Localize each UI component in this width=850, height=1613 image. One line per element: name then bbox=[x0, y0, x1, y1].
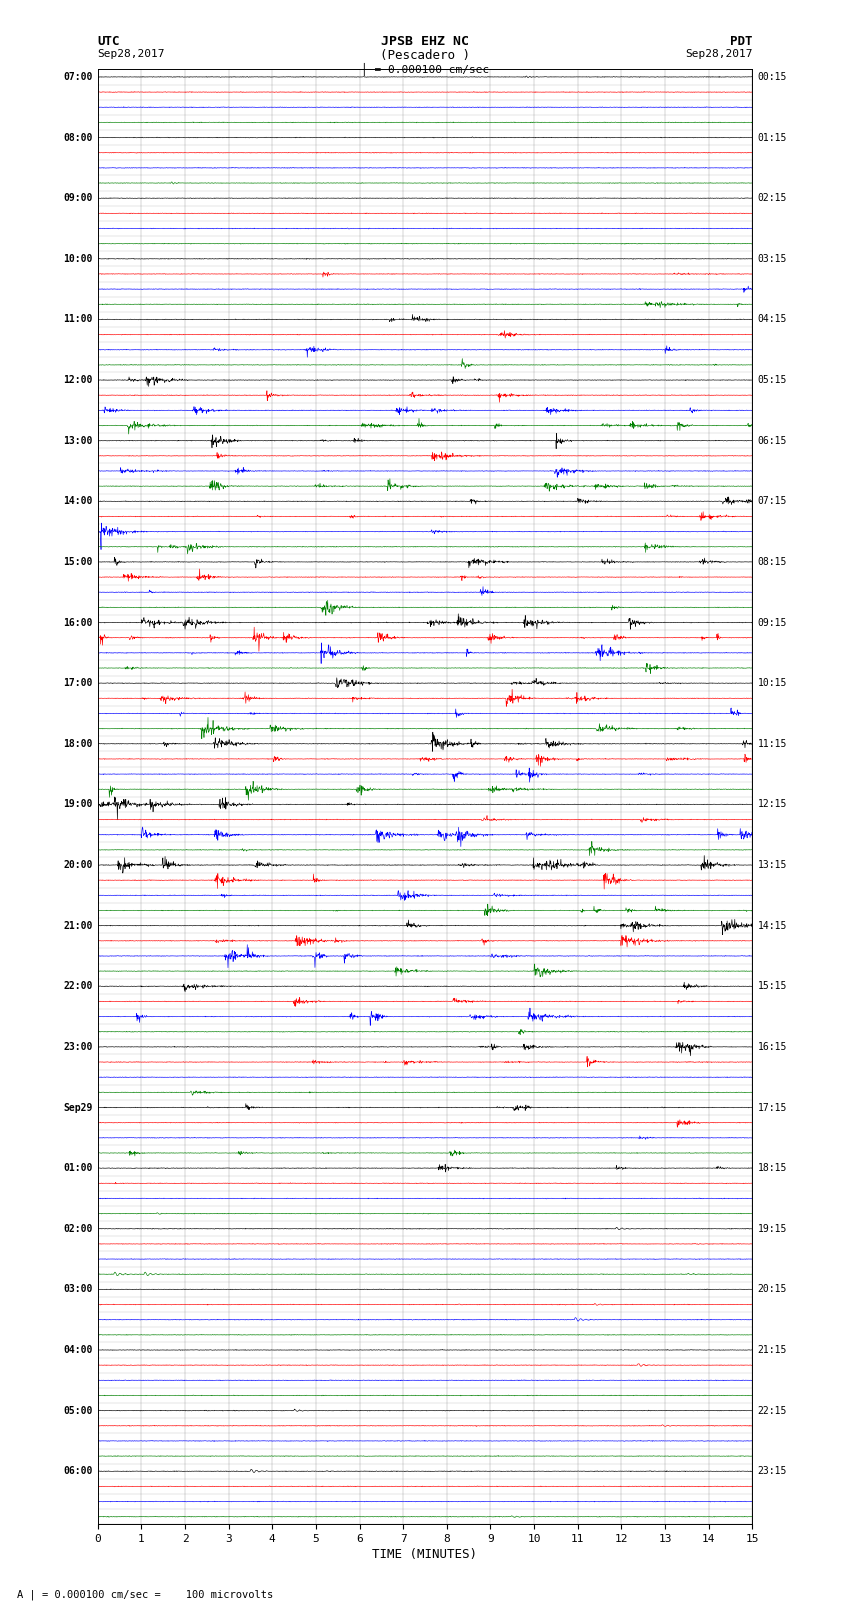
Text: 17:00: 17:00 bbox=[63, 677, 93, 689]
Text: 19:00: 19:00 bbox=[63, 800, 93, 810]
Text: 22:00: 22:00 bbox=[63, 981, 93, 992]
Text: 01:15: 01:15 bbox=[757, 132, 787, 142]
Text: 03:00: 03:00 bbox=[63, 1284, 93, 1294]
Text: Sep28,2017: Sep28,2017 bbox=[685, 50, 752, 60]
Text: 18:00: 18:00 bbox=[63, 739, 93, 748]
Text: 13:15: 13:15 bbox=[757, 860, 787, 869]
Text: (Pescadero ): (Pescadero ) bbox=[380, 50, 470, 63]
Text: 06:15: 06:15 bbox=[757, 436, 787, 445]
Text: 15:15: 15:15 bbox=[757, 981, 787, 992]
Text: 14:15: 14:15 bbox=[757, 921, 787, 931]
Text: │ = 0.000100 cm/sec: │ = 0.000100 cm/sec bbox=[361, 63, 489, 76]
Text: 23:00: 23:00 bbox=[63, 1042, 93, 1052]
Text: 09:00: 09:00 bbox=[63, 194, 93, 203]
Text: 00:15: 00:15 bbox=[757, 73, 787, 82]
Text: 03:15: 03:15 bbox=[757, 253, 787, 265]
Text: 12:15: 12:15 bbox=[757, 800, 787, 810]
Text: 13:00: 13:00 bbox=[63, 436, 93, 445]
Text: 16:00: 16:00 bbox=[63, 618, 93, 627]
Text: 01:00: 01:00 bbox=[63, 1163, 93, 1173]
Text: 17:15: 17:15 bbox=[757, 1103, 787, 1113]
Text: 10:00: 10:00 bbox=[63, 253, 93, 265]
Text: 22:15: 22:15 bbox=[757, 1405, 787, 1416]
Text: 07:00: 07:00 bbox=[63, 73, 93, 82]
Text: Sep28,2017: Sep28,2017 bbox=[98, 50, 165, 60]
Text: 08:15: 08:15 bbox=[757, 556, 787, 566]
X-axis label: TIME (MINUTES): TIME (MINUTES) bbox=[372, 1548, 478, 1561]
Text: 02:15: 02:15 bbox=[757, 194, 787, 203]
Text: 15:00: 15:00 bbox=[63, 556, 93, 566]
Text: 08:00: 08:00 bbox=[63, 132, 93, 142]
Text: 12:00: 12:00 bbox=[63, 376, 93, 386]
Text: 04:15: 04:15 bbox=[757, 315, 787, 324]
Text: 11:00: 11:00 bbox=[63, 315, 93, 324]
Text: PDT: PDT bbox=[730, 35, 752, 48]
Text: 20:15: 20:15 bbox=[757, 1284, 787, 1294]
Text: 20:00: 20:00 bbox=[63, 860, 93, 869]
Text: 07:15: 07:15 bbox=[757, 497, 787, 506]
Text: 04:00: 04:00 bbox=[63, 1345, 93, 1355]
Text: UTC: UTC bbox=[98, 35, 120, 48]
Text: 23:15: 23:15 bbox=[757, 1466, 787, 1476]
Text: Sep29: Sep29 bbox=[63, 1103, 93, 1113]
Text: 14:00: 14:00 bbox=[63, 497, 93, 506]
Text: 21:00: 21:00 bbox=[63, 921, 93, 931]
Text: JPSB EHZ NC: JPSB EHZ NC bbox=[381, 35, 469, 48]
Text: 21:15: 21:15 bbox=[757, 1345, 787, 1355]
Text: 05:15: 05:15 bbox=[757, 376, 787, 386]
Text: 16:15: 16:15 bbox=[757, 1042, 787, 1052]
Text: 10:15: 10:15 bbox=[757, 677, 787, 689]
Text: 19:15: 19:15 bbox=[757, 1224, 787, 1234]
Text: 09:15: 09:15 bbox=[757, 618, 787, 627]
Text: 06:00: 06:00 bbox=[63, 1466, 93, 1476]
Text: 18:15: 18:15 bbox=[757, 1163, 787, 1173]
Text: 02:00: 02:00 bbox=[63, 1224, 93, 1234]
Text: A | = 0.000100 cm/sec =    100 microvolts: A | = 0.000100 cm/sec = 100 microvolts bbox=[17, 1589, 273, 1600]
Text: 11:15: 11:15 bbox=[757, 739, 787, 748]
Text: 05:00: 05:00 bbox=[63, 1405, 93, 1416]
